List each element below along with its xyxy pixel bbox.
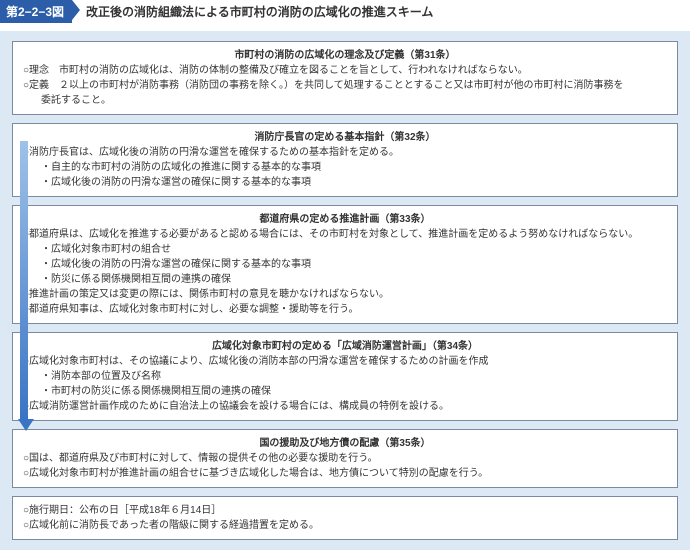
box-supplementary: ○施行期日：公布の日［平成18年６月14日］ ○広域化前に消防長であった者の階級…: [12, 496, 678, 540]
flow-arrow: [18, 141, 30, 431]
box-line: ・市町村の防災に係る関係機関相互間の連携の確保: [23, 384, 667, 399]
box-line: ・自主的な市町村の消防の広域化の推進に関する基本的な事項: [23, 160, 667, 175]
box-line: ○広域消防運営計画作成のために自治法上の協議会を設ける場合には、構成員の特例を設…: [23, 399, 667, 414]
figure-title: 改正後の消防組織法による市町村の消防の広域化の推進スキーム: [72, 0, 433, 23]
box-article-33: 都道府県の定める推進計画（第33条） ○都道府県は、広域化を推進する必要があると…: [12, 205, 678, 324]
box-line: 委託すること。: [23, 93, 667, 108]
box-title: 広域化対象市町村の定める「広域消防運営計画」（第34条）: [23, 339, 667, 354]
box-line: ○広域化前に消防長であった者の階級に関する経過措置を定める。: [23, 518, 667, 533]
box-line: ・消防本部の位置及び名称: [23, 369, 667, 384]
box-line: ○国は、都道府県及び市町村に対して、情報の提供その他の必要な援助を行う。: [23, 451, 667, 466]
scheme-container: 市町村の消防の広域化の理念及び定義（第31条） ○理念 市町村の消防の広域化は、…: [0, 31, 690, 550]
box-article-35: 国の援助及び地方債の配慮（第35条） ○国は、都道府県及び市町村に対して、情報の…: [12, 429, 678, 488]
box-line: ○推進計画の策定又は変更の際には、関係市町村の意見を聴かなければならない。: [23, 287, 667, 302]
box-line: ○消防庁長官は、広域化後の消防の円滑な運営を確保するための基本指針を定める。: [23, 145, 667, 160]
box-title: 市町村の消防の広域化の理念及び定義（第31条）: [23, 48, 667, 63]
box-line: ○都道府県知事は、広域化対象市町村に対し、必要な調整・援助等を行う。: [23, 302, 667, 317]
figure-number-badge: 第2−2−3図: [0, 0, 72, 23]
box-line: ○施行期日：公布の日［平成18年６月14日］: [23, 503, 667, 518]
box-line: ・広域化対象市町村の組合せ: [23, 242, 667, 257]
box-line: ○都道府県は、広域化を推進する必要があると認める場合には、その市町村を対象として…: [23, 227, 667, 242]
box-line: ・広域化後の消防の円滑な運営の確保に関する基本的な事項: [23, 257, 667, 272]
box-title: 消防庁長官の定める基本指針（第32条）: [23, 130, 667, 145]
box-article-34: 広域化対象市町村の定める「広域消防運営計画」（第34条） ○広域化対象市町村は、…: [12, 332, 678, 421]
box-line: ○理念 市町村の消防の広域化は、消防の体制の整備及び確立を図ることを旨として、行…: [23, 63, 667, 78]
box-line: ○広域化対象市町村が推進計画の組合せに基づき広域化した場合は、地方債について特別…: [23, 466, 667, 481]
box-article-32: 消防庁長官の定める基本指針（第32条） ○消防庁長官は、広域化後の消防の円滑な運…: [12, 123, 678, 197]
figure-header: 第2−2−3図 改正後の消防組織法による市町村の消防の広域化の推進スキーム: [0, 0, 690, 23]
box-line: ・防災に係る関係機関相互間の連携の確保: [23, 272, 667, 287]
box-line: ○広域化対象市町村は、その協議により、広域化後の消防本部の円滑な運営を確保するた…: [23, 354, 667, 369]
box-line: ・広域化後の消防の円滑な運営の確保に関する基本的な事項: [23, 175, 667, 190]
box-article-31: 市町村の消防の広域化の理念及び定義（第31条） ○理念 市町村の消防の広域化は、…: [12, 41, 678, 115]
box-title: 都道府県の定める推進計画（第33条）: [23, 212, 667, 227]
box-line: ○定義 ２以上の市町村が消防事務（消防団の事務を除く。）を共同して処理することと…: [23, 78, 667, 93]
box-title: 国の援助及び地方債の配慮（第35条）: [23, 436, 667, 451]
